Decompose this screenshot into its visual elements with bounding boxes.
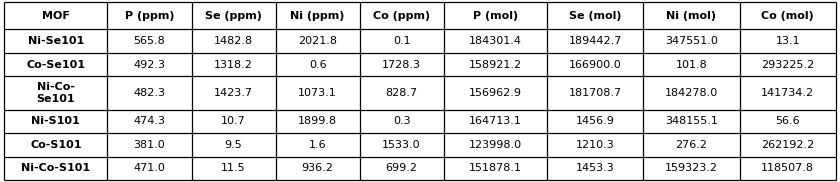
Text: 13.1: 13.1 — [775, 36, 800, 46]
Text: Se (ppm): Se (ppm) — [205, 11, 262, 21]
Text: 184301.4: 184301.4 — [469, 36, 522, 46]
Text: 159323.2: 159323.2 — [665, 163, 718, 173]
Text: 141734.2: 141734.2 — [761, 88, 814, 98]
Text: 118507.8: 118507.8 — [761, 163, 814, 173]
Text: Ni (mol): Ni (mol) — [666, 11, 717, 21]
Text: Ni-S101: Ni-S101 — [31, 116, 81, 126]
Text: 151878.1: 151878.1 — [469, 163, 522, 173]
Text: 10.7: 10.7 — [221, 116, 246, 126]
Text: 101.8: 101.8 — [675, 60, 707, 70]
Text: 0.1: 0.1 — [393, 36, 411, 46]
Text: 158921.2: 158921.2 — [469, 60, 522, 70]
Text: 1210.3: 1210.3 — [575, 140, 614, 150]
Text: 1318.2: 1318.2 — [214, 60, 253, 70]
Text: 2021.8: 2021.8 — [298, 36, 337, 46]
Text: 184278.0: 184278.0 — [664, 88, 718, 98]
Text: 276.2: 276.2 — [675, 140, 707, 150]
Text: Co-S101: Co-S101 — [30, 140, 81, 150]
Text: 123998.0: 123998.0 — [469, 140, 522, 150]
Text: Co-Se101: Co-Se101 — [26, 60, 86, 70]
Text: 156962.9: 156962.9 — [469, 88, 522, 98]
Text: Ni-Co-S101: Ni-Co-S101 — [21, 163, 91, 173]
Text: 0.6: 0.6 — [309, 60, 327, 70]
Text: 1482.8: 1482.8 — [214, 36, 253, 46]
Text: 1899.8: 1899.8 — [298, 116, 337, 126]
Text: 347551.0: 347551.0 — [665, 36, 718, 46]
Text: P (ppm): P (ppm) — [125, 11, 174, 21]
Text: 828.7: 828.7 — [386, 88, 417, 98]
Text: Se (mol): Se (mol) — [569, 11, 622, 21]
Text: 492.3: 492.3 — [134, 60, 165, 70]
Text: 1073.1: 1073.1 — [298, 88, 337, 98]
Text: 1423.7: 1423.7 — [214, 88, 253, 98]
Text: MOF: MOF — [42, 11, 70, 21]
Text: 565.8: 565.8 — [134, 36, 165, 46]
Text: 1728.3: 1728.3 — [382, 60, 421, 70]
Text: 1456.9: 1456.9 — [575, 116, 615, 126]
Text: P (mol): P (mol) — [473, 11, 517, 21]
Text: 936.2: 936.2 — [302, 163, 333, 173]
Text: 1453.3: 1453.3 — [575, 163, 614, 173]
Text: Ni-Co-
Se101: Ni-Co- Se101 — [36, 82, 75, 104]
Text: 181708.7: 181708.7 — [569, 88, 622, 98]
Text: 348155.1: 348155.1 — [665, 116, 718, 126]
Text: 9.5: 9.5 — [224, 140, 243, 150]
Text: 0.3: 0.3 — [393, 116, 411, 126]
Text: 1533.0: 1533.0 — [382, 140, 421, 150]
Text: Co (mol): Co (mol) — [761, 11, 814, 21]
Text: 699.2: 699.2 — [386, 163, 417, 173]
Text: 164713.1: 164713.1 — [469, 116, 522, 126]
Text: Co (ppm): Co (ppm) — [373, 11, 430, 21]
Text: Ni (ppm): Ni (ppm) — [291, 11, 344, 21]
Text: 56.6: 56.6 — [775, 116, 800, 126]
Text: 166900.0: 166900.0 — [569, 60, 622, 70]
Text: 381.0: 381.0 — [134, 140, 165, 150]
Text: 482.3: 482.3 — [134, 88, 165, 98]
Text: 1.6: 1.6 — [309, 140, 327, 150]
Text: 293225.2: 293225.2 — [761, 60, 814, 70]
Text: Ni-Se101: Ni-Se101 — [28, 36, 84, 46]
Text: 474.3: 474.3 — [134, 116, 165, 126]
Text: 11.5: 11.5 — [221, 163, 246, 173]
Text: 471.0: 471.0 — [134, 163, 165, 173]
Text: 189442.7: 189442.7 — [569, 36, 622, 46]
Text: 262192.2: 262192.2 — [761, 140, 814, 150]
